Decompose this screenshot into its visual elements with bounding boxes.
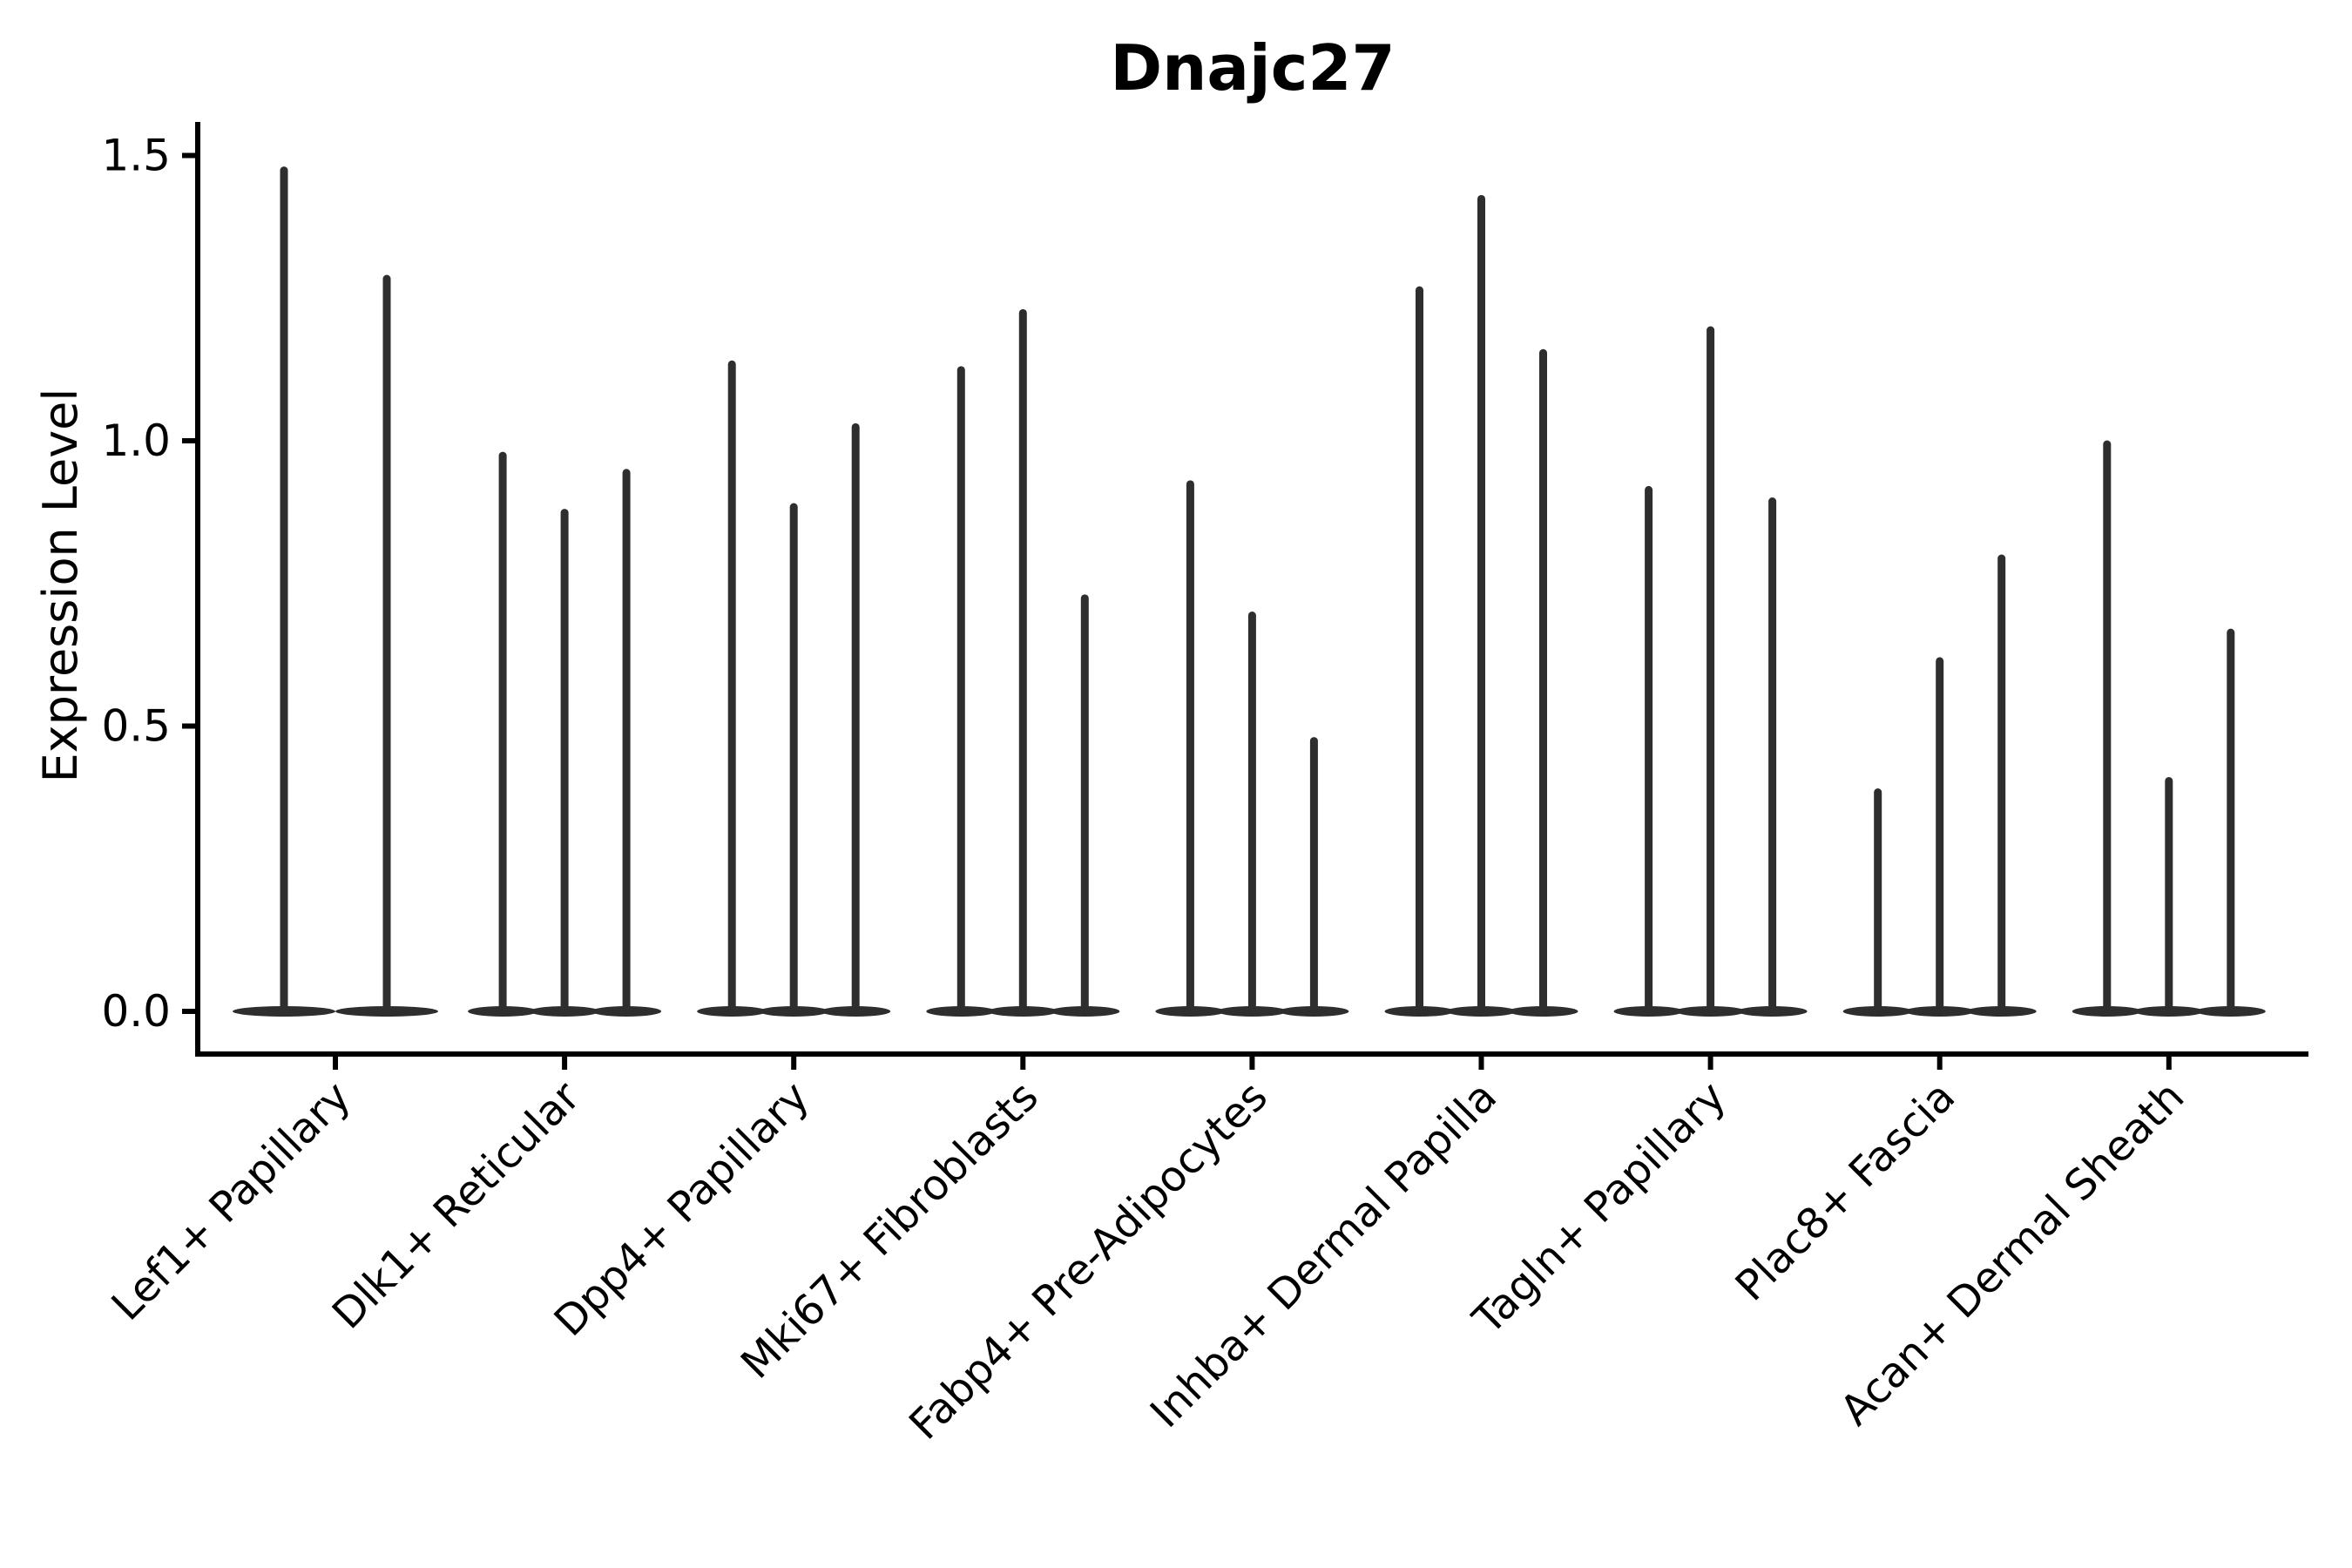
chart-title: Dnajc27: [1110, 31, 1395, 105]
violin-group: [468, 451, 662, 1017]
violin-group: [1155, 480, 1349, 1017]
y-axis: 0.0 0.5 1.0 1.5: [101, 131, 198, 1037]
y-tick-label: 0.0: [101, 986, 171, 1037]
violin-group: [1842, 554, 2037, 1017]
violin-group: [697, 360, 891, 1017]
x-tick-label: Dpp4+ Papillary: [545, 1072, 819, 1346]
y-tick-label: 1.0: [101, 416, 171, 466]
violin-group: [2072, 440, 2266, 1017]
y-tick-label: 1.5: [101, 131, 171, 181]
axes-spines: [195, 122, 2308, 1057]
violin-group: [1613, 326, 1808, 1017]
axes-layer: [195, 122, 2308, 1057]
x-tick-label: Lef1+ Papillary: [103, 1072, 361, 1330]
violin-group: [1384, 194, 1578, 1017]
violin-group: [233, 166, 438, 1017]
y-tick-label: 0.5: [101, 701, 171, 752]
violin-group: [926, 308, 1120, 1017]
x-tick-label: Dlk1+ Reticular: [323, 1072, 590, 1339]
x-tick-label: Plac8+ Fascia: [1727, 1072, 1965, 1311]
y-axis-label: Expression Level: [33, 389, 88, 783]
violins-layer: [233, 166, 2266, 1017]
x-tick-label: Tagln+ Papillary: [1463, 1072, 1735, 1344]
